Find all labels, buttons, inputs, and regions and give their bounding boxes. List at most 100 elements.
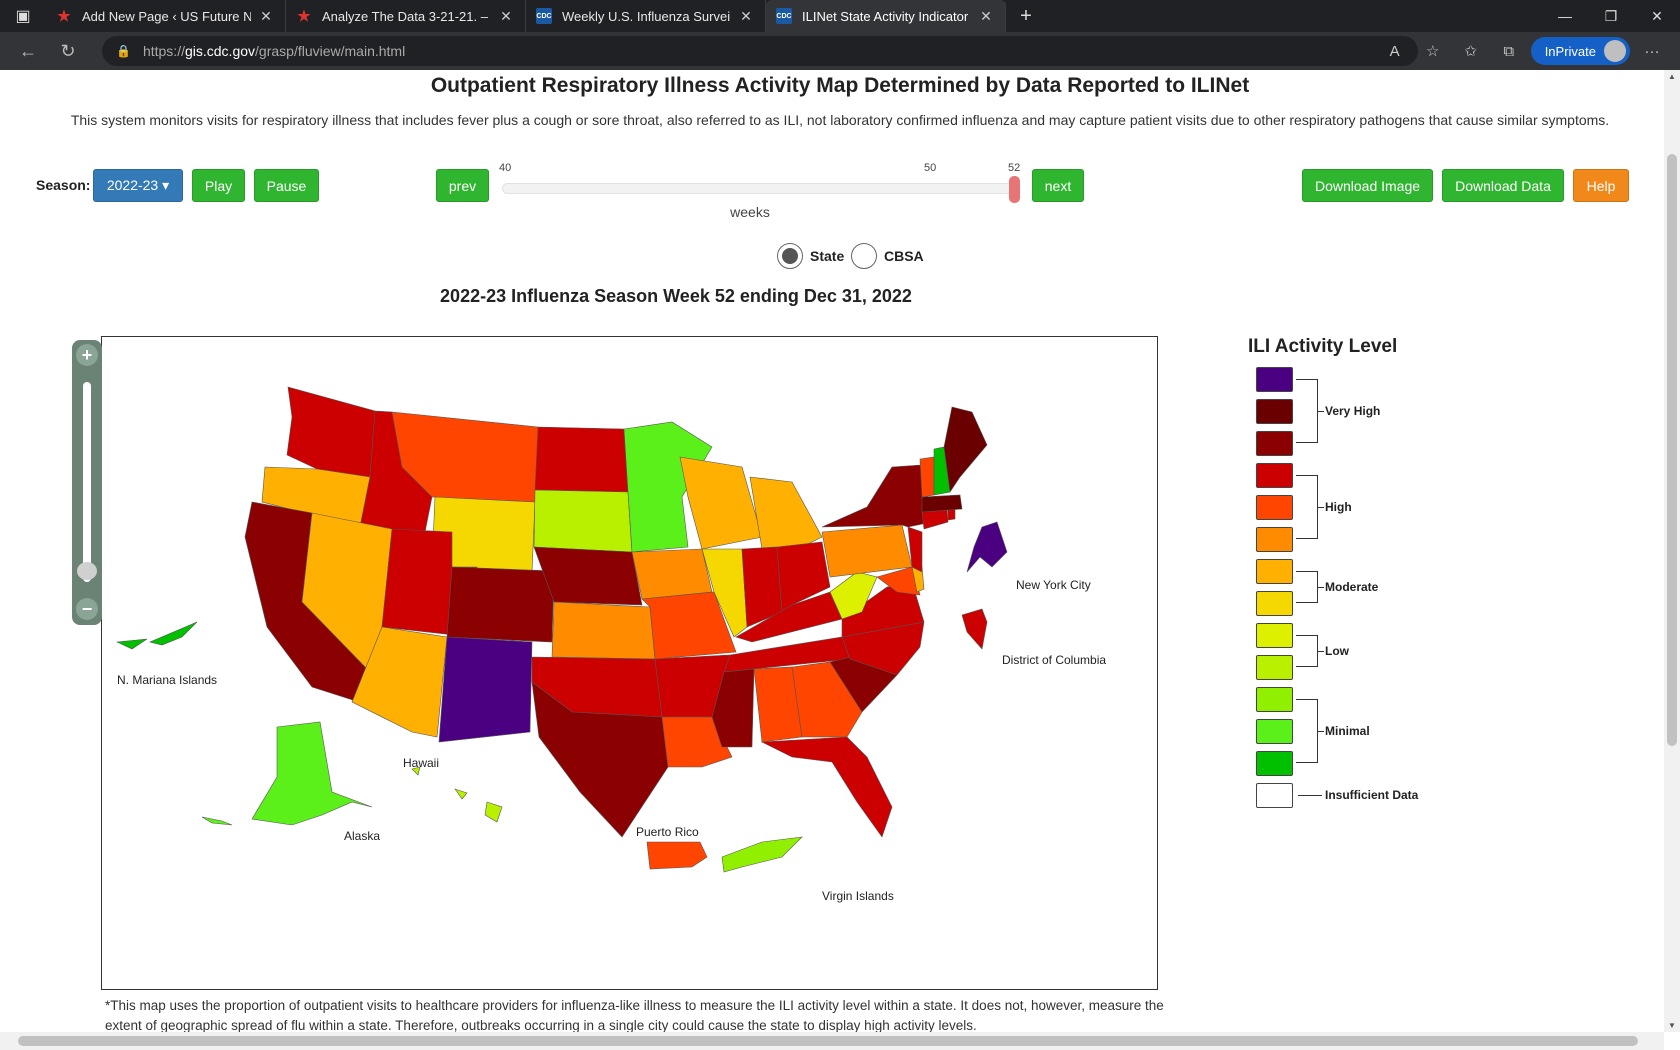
legend-label-minimal: Minimal	[1325, 724, 1370, 738]
inprivate-label: InPrivate	[1544, 43, 1596, 59]
map-label-dc: District of Columbia	[1002, 653, 1107, 667]
season-dropdown[interactable]: 2022-23 ▾	[93, 169, 183, 202]
tab-title: Weekly U.S. Influenza Surveillanc	[562, 8, 731, 24]
toolbar-icons: A ☆ ✩ ⧉ InPrivate ···	[1379, 32, 1668, 70]
legend-swatch	[1256, 495, 1293, 520]
close-icon[interactable]: ✕	[260, 7, 272, 24]
minimize-icon[interactable]: —	[1558, 8, 1572, 24]
legend-bracket-stub	[1318, 411, 1324, 412]
inprivate-button[interactable]: InPrivate	[1530, 37, 1630, 65]
scrollbar-thumb[interactable]	[1667, 154, 1677, 746]
scroll-down-icon[interactable]: ▼	[1668, 1021, 1676, 1030]
territory-puerto-rico	[646, 841, 708, 870]
back-icon[interactable]: ←	[19, 40, 37, 61]
territory-n-mariana-islands-south	[115, 638, 148, 650]
tab-actions-icon[interactable]: ▣	[15, 8, 31, 25]
state-kansas	[551, 601, 656, 660]
read-aloud-icon[interactable]: A	[1389, 42, 1400, 60]
legend-bracket-stub	[1318, 651, 1324, 652]
state-radio[interactable]	[777, 243, 803, 269]
lock-icon: 🔒	[116, 44, 131, 58]
browser-tab[interactable]: CDC Weekly U.S. Influenza Surveillanc ✕	[526, 0, 766, 32]
legend-label-very-high: Very High	[1325, 404, 1381, 418]
region-new-york-city	[966, 521, 1008, 573]
us-ili-map[interactable]	[102, 337, 1159, 991]
map-zoom-control[interactable]: + −	[72, 340, 102, 625]
map-label-n-mariana-islands: N. Mariana Islands	[117, 673, 218, 687]
more-icon[interactable]: ···	[1644, 42, 1660, 60]
zoom-slider-handle[interactable]	[77, 562, 97, 580]
refresh-icon[interactable]: ↻	[60, 40, 76, 61]
page-title: Outpatient Respiratory Illness Activity …	[430, 74, 1250, 97]
state-hawaii-island	[484, 801, 503, 823]
scrollbar-thumb[interactable]	[18, 1036, 1638, 1046]
legend-swatch	[1256, 463, 1293, 488]
state-rhode-island	[947, 508, 956, 521]
download-data-button[interactable]: Download Data	[1442, 169, 1564, 202]
browser-tab[interactable]: ★ Add New Page ‹ US Future News ✕	[46, 0, 286, 32]
play-button[interactable]: Play	[192, 169, 245, 202]
horizontal-scrollbar[interactable]	[0, 1032, 1664, 1050]
zoom-out-icon[interactable]: −	[76, 598, 98, 620]
legend-swatch	[1256, 399, 1293, 424]
legend-bracket-stub	[1318, 587, 1324, 588]
browser-tab-active[interactable]: CDC ILINet State Activity Indicator Ma ✕	[766, 0, 1006, 32]
next-button[interactable]: next	[1032, 169, 1084, 202]
browser-tab[interactable]: ★ Analyze The Data 3-21-21. – US F ✕	[286, 0, 526, 32]
legend-swatch	[1256, 431, 1293, 456]
favorites-icon[interactable]: ✩	[1464, 43, 1477, 60]
state-washington	[286, 386, 376, 478]
state-wisconsin	[679, 456, 763, 550]
restore-icon[interactable]: ❐	[1604, 7, 1618, 24]
close-window-icon[interactable]: ✕	[1651, 7, 1663, 24]
help-button[interactable]: Help	[1573, 169, 1629, 202]
legend-label-moderate: Moderate	[1325, 580, 1379, 594]
legend-swatch	[1256, 559, 1293, 584]
cbsa-radio[interactable]	[851, 243, 877, 269]
collections-icon[interactable]: ⧉	[1503, 42, 1515, 60]
prev-button[interactable]: prev	[436, 169, 489, 202]
zoom-in-icon[interactable]: +	[76, 344, 98, 366]
download-image-button[interactable]: Download Image	[1302, 169, 1433, 202]
state-virginia	[841, 581, 925, 638]
state-texas	[531, 681, 669, 838]
state-north-dakota	[534, 426, 629, 493]
legend-label-high: High	[1325, 500, 1352, 514]
scroll-up-icon[interactable]: ▲	[1668, 72, 1676, 81]
legend-swatch	[1256, 687, 1293, 712]
close-icon[interactable]: ✕	[740, 7, 752, 24]
close-icon[interactable]: ✕	[500, 7, 512, 24]
week-slider-handle[interactable]	[1009, 176, 1020, 203]
url-field[interactable]: 🔒 https://gis.cdc.gov/grasp/fluview/main…	[102, 36, 1418, 66]
legend-bracket	[1296, 379, 1318, 443]
state-illinois	[701, 548, 748, 638]
new-tab-button[interactable]: +	[1020, 4, 1032, 27]
state-hawaii-maui	[454, 788, 468, 800]
state-maine	[943, 406, 988, 493]
legend-swatch	[1256, 527, 1293, 552]
state-massachusetts	[921, 494, 963, 513]
map-frame[interactable]: New York City District of Columbia N. Ma…	[101, 336, 1158, 990]
map-label-puerto-rico: Puerto Rico	[636, 825, 699, 839]
address-bar-row: ← ↻ 🔒 https://gis.cdc.gov/grasp/fluview/…	[0, 32, 1680, 70]
state-louisiana	[661, 716, 733, 768]
close-icon[interactable]: ✕	[980, 7, 992, 24]
state-florida	[760, 736, 893, 838]
state-vermont	[919, 456, 935, 498]
legend-bracket-stub	[1318, 507, 1324, 508]
legend-swatch	[1256, 591, 1293, 616]
state-missouri	[641, 591, 737, 660]
state-georgia	[791, 661, 863, 738]
legend-bracket	[1296, 635, 1318, 667]
week-slider-track[interactable]	[502, 183, 1016, 194]
zoom-slider-rail[interactable]	[83, 382, 91, 582]
url-path: /grasp/fluview/main.html	[255, 43, 406, 59]
legend-label-insufficient-data: Insufficient Data	[1325, 788, 1419, 802]
pause-button[interactable]: Pause	[254, 169, 319, 202]
territory-virgin-islands	[721, 836, 803, 873]
legend-bracket-stub	[1298, 795, 1322, 796]
add-favorite-icon[interactable]: ☆	[1425, 43, 1440, 60]
vertical-scrollbar[interactable]: ▲ ▼	[1664, 70, 1680, 1032]
star-icon: ★	[297, 8, 311, 25]
legend-bracket	[1296, 699, 1318, 763]
